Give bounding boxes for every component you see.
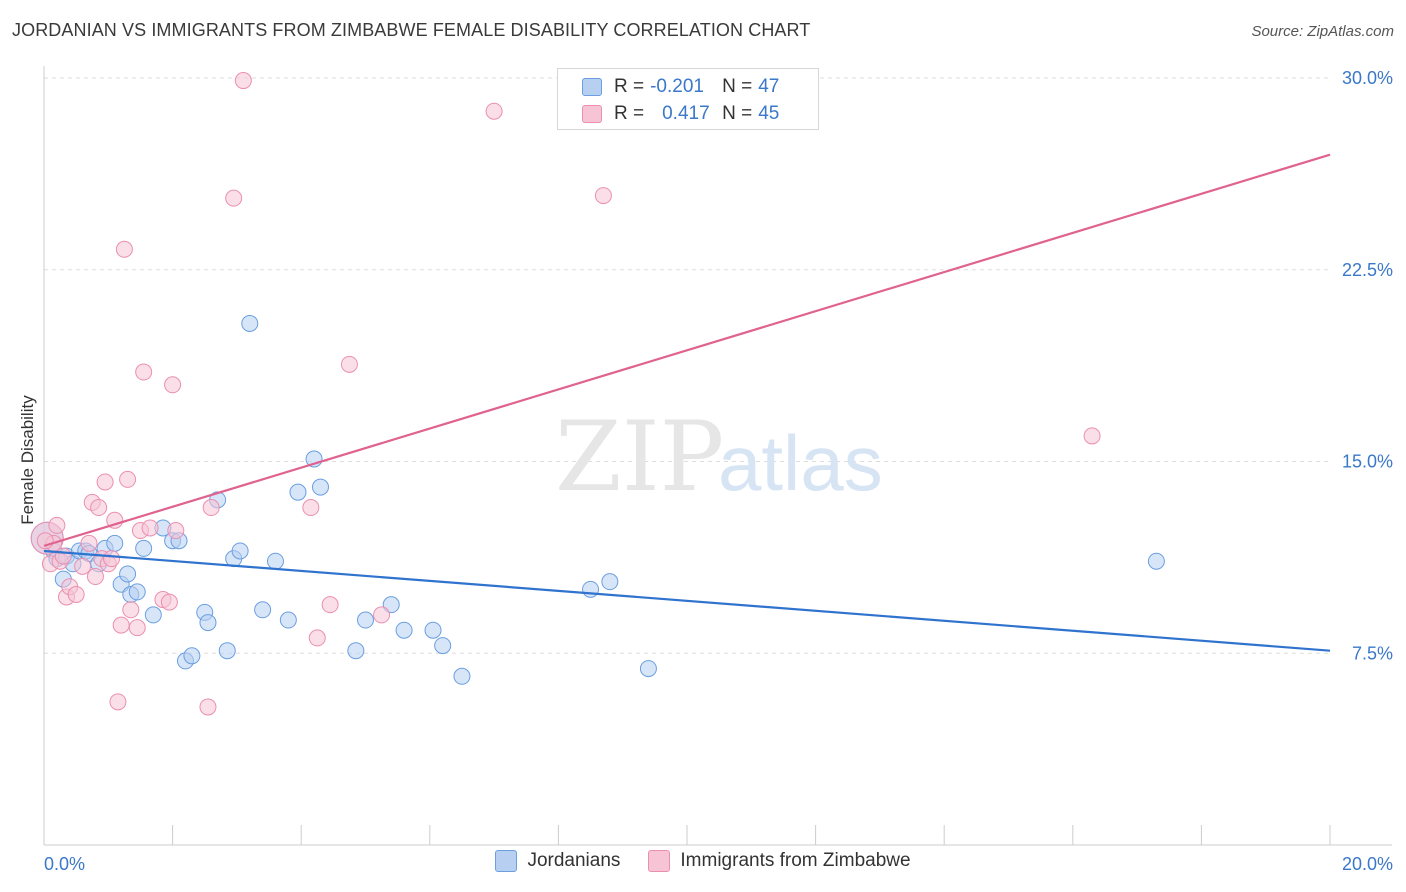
n-label: N = [722, 103, 753, 124]
point-zimbabwe [80, 534, 98, 552]
point-jordanians [106, 534, 124, 552]
point-zimbabwe [90, 499, 108, 517]
point-zimbabwe [96, 473, 114, 491]
point-zimbabwe [485, 102, 503, 120]
point-jordanians [266, 552, 284, 570]
legend-swatch-jordanians [495, 850, 518, 872]
point-zimbabwe [141, 519, 159, 537]
point-jordanians [128, 583, 146, 601]
point-jordanians [135, 539, 153, 557]
point-jordanians [254, 601, 272, 619]
point-jordanians [311, 478, 329, 496]
point-zimbabwe [135, 363, 153, 381]
point-zimbabwe [167, 522, 185, 540]
point-jordanians [279, 611, 297, 629]
point-zimbabwe [302, 499, 320, 517]
watermark-zip: ZIP [555, 401, 724, 513]
r-label: R = [614, 103, 645, 124]
point-zimbabwe [54, 547, 72, 565]
watermark-atlas: atlas [718, 419, 883, 507]
series-swatch-jordanians [582, 78, 602, 96]
y-tick-label: 30.0% [1342, 68, 1393, 88]
y-tick-label: 7.5% [1352, 643, 1393, 663]
point-jordanians [357, 611, 374, 629]
point-jordanians [347, 642, 365, 660]
point-jordanians [639, 660, 657, 678]
legend-label-jordanians: Jordanians [527, 850, 621, 871]
point-zimbabwe [225, 189, 243, 207]
point-jordanians [1147, 552, 1165, 570]
stats-row-zimbabwe: R = 0.417 N = 45 [582, 101, 779, 127]
r-value-jordanians: -0.201 [650, 76, 704, 97]
point-zimbabwe [373, 606, 391, 624]
y-tick-label: 15.0% [1342, 452, 1393, 472]
x-tick-label-min: 0.0% [44, 854, 85, 874]
point-zimbabwe [128, 619, 146, 637]
point-zimbabwe [119, 470, 137, 488]
n-label: N = [722, 76, 753, 97]
point-zimbabwe [109, 693, 127, 711]
point-zimbabwe [106, 511, 124, 529]
stats-legend: R = -0.201 N = 47 R = 0.417 N = 45 [557, 68, 819, 130]
point-jordanians [218, 642, 236, 660]
point-zimbabwe [321, 596, 339, 614]
series-swatch-zimbabwe [582, 105, 602, 123]
point-zimbabwe [340, 355, 358, 373]
point-jordanians [601, 573, 619, 591]
point-jordanians [144, 606, 162, 624]
series-legend: Jordanians Immigrants from Zimbabwe [0, 850, 1406, 872]
r-label: R = [614, 76, 645, 97]
r-value-zimbabwe: 0.417 [662, 103, 710, 124]
point-jordanians [119, 565, 137, 583]
point-jordanians [424, 621, 442, 639]
trend-line-jordanians [43, 549, 1331, 652]
n-value-zimbabwe: 45 [758, 103, 780, 124]
x-tick-label-max: 20.0% [1342, 854, 1393, 874]
point-jordanians [289, 483, 307, 501]
point-zimbabwe [74, 557, 92, 575]
legend-label-zimbabwe: Immigrants from Zimbabwe [680, 850, 911, 871]
point-zimbabwe [86, 568, 104, 586]
point-zimbabwe [202, 499, 220, 517]
trend-line-zimbabwe [43, 153, 1331, 547]
point-zimbabwe [164, 376, 182, 394]
point-jordanians [453, 667, 471, 685]
point-zimbabwe [67, 585, 85, 603]
chart-title: JORDANIAN VS IMMIGRANTS FROM ZIMBABWE FE… [12, 20, 811, 40]
point-zimbabwe [103, 550, 121, 568]
point-jordanians [241, 314, 259, 332]
n-value-jordanians: 47 [758, 76, 780, 97]
point-jordanians [231, 542, 249, 560]
legend-swatch-zimbabwe [648, 850, 671, 872]
point-zimbabwe [1083, 427, 1101, 445]
point-zimbabwe [308, 629, 326, 647]
point-jordanians [199, 614, 217, 632]
chart-source: Source: ZipAtlas.com [1251, 23, 1394, 40]
stats-row-jordanians: R = -0.201 N = 47 [582, 74, 779, 100]
point-zimbabwe [199, 698, 217, 716]
point-zimbabwe [48, 516, 66, 534]
y-tick-label: 22.5% [1342, 260, 1393, 280]
point-jordanians [395, 621, 413, 639]
point-jordanians [582, 580, 600, 598]
point-zimbabwe [594, 187, 612, 205]
point-zimbabwe [115, 240, 133, 258]
legend-item-jordanians: Jordanians [495, 850, 620, 872]
point-zimbabwe [122, 601, 140, 619]
point-zimbabwe [160, 593, 178, 611]
point-jordanians [183, 647, 201, 665]
legend-item-zimbabwe: Immigrants from Zimbabwe [648, 850, 911, 872]
point-zimbabwe [234, 72, 252, 90]
point-jordanians [434, 637, 452, 655]
point-zimbabwe [112, 616, 130, 634]
